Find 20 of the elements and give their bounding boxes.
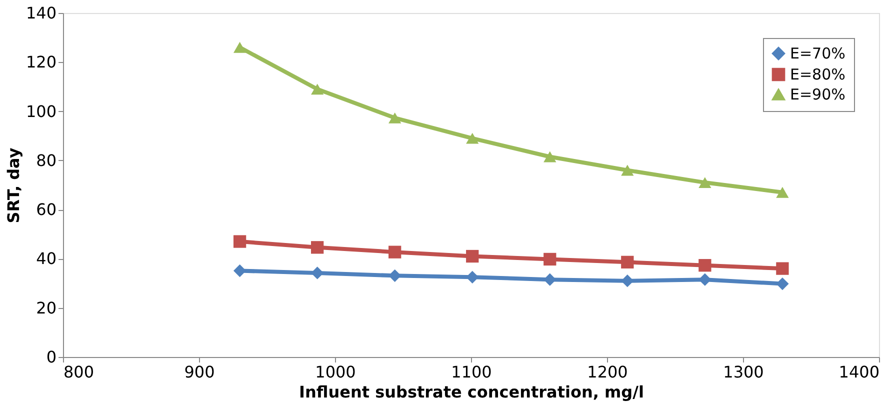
x-tick-label: 900 <box>184 362 215 382</box>
x-tick-label: 1000 <box>315 362 356 382</box>
x-tick-label: 1100 <box>451 362 492 382</box>
x-tick-label: 800 <box>64 362 94 382</box>
legend-label: E=90% <box>790 86 846 104</box>
y-tick-label: 100 <box>26 102 56 121</box>
y-tick-label: 120 <box>26 52 56 72</box>
y-tick-label: 40 <box>36 249 56 268</box>
y-tick-label: 0 <box>46 348 56 366</box>
y-tick-label: 80 <box>36 150 56 170</box>
x-tick-label: 1400 <box>838 362 880 382</box>
x-tick-label: 1200 <box>587 362 628 382</box>
y-axis-title: SRT, day <box>4 147 23 224</box>
y-tick-label: 60 <box>36 200 56 220</box>
x-tick-label: 1300 <box>723 362 764 382</box>
legend-label: E=70% <box>790 44 846 62</box>
y-tick-label: 20 <box>36 298 56 318</box>
x-axis-title: Influent substrate concentration, mg/l <box>299 382 644 402</box>
y-tick-label: 140 <box>26 4 56 22</box>
legend-label: E=80% <box>790 66 846 84</box>
